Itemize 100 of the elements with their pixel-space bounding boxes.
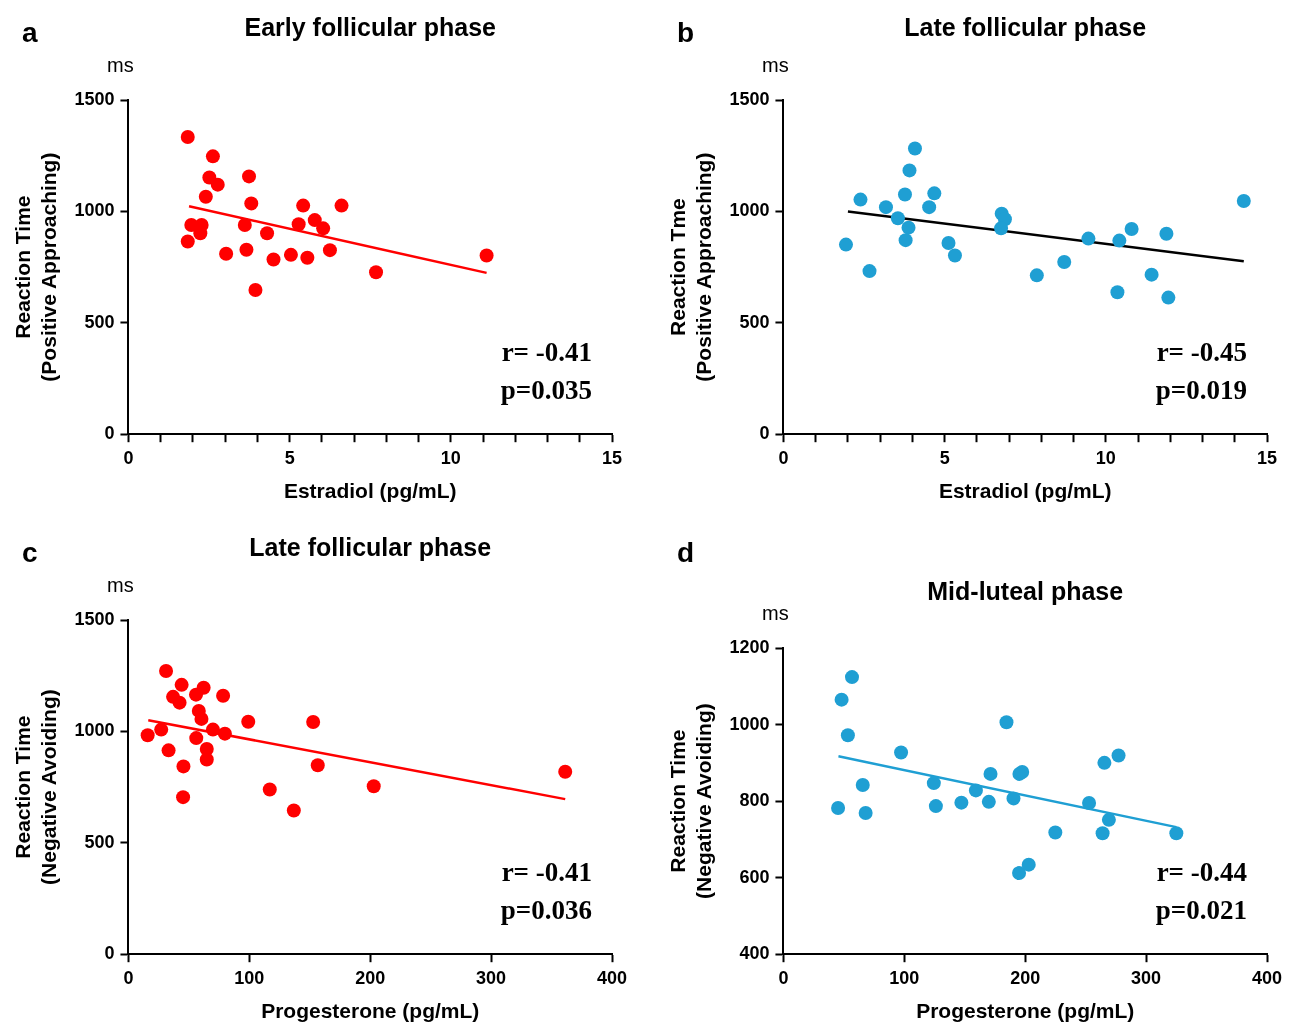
point (1095, 826, 1110, 841)
point (926, 776, 941, 791)
y-axis-title: Reaction Time (Negative Avoiding) (11, 689, 60, 885)
point (994, 221, 1009, 236)
point (237, 217, 252, 232)
point (216, 688, 231, 703)
x-tick-label: 300 (1131, 967, 1162, 988)
point (1081, 231, 1096, 246)
point (196, 680, 211, 695)
point (334, 198, 349, 213)
point (194, 711, 209, 726)
y-tick-label: 1200 (729, 636, 770, 657)
y-tick-label: 1000 (74, 200, 115, 221)
point (1124, 222, 1139, 236)
point (205, 149, 220, 164)
point (296, 198, 311, 213)
annotation: p=0.035 (500, 375, 592, 406)
point (307, 213, 322, 228)
x-tick-label: 100 (889, 967, 920, 988)
point (1006, 791, 1021, 806)
x-tick-label: 15 (601, 447, 623, 468)
point (834, 692, 849, 707)
point (369, 265, 384, 280)
x-axis-title: Progesterone (pg/mL) (916, 999, 1135, 1023)
point (300, 250, 315, 265)
point (927, 186, 942, 201)
point (283, 247, 298, 262)
y-axis-title: Reaction Time (Negative Avoiding) (666, 703, 715, 899)
point (286, 803, 301, 818)
point (210, 177, 225, 192)
point (928, 799, 943, 814)
text: b (677, 17, 695, 48)
text: ms (107, 574, 134, 596)
point (968, 783, 983, 798)
point (844, 670, 859, 685)
y-tick-label: 600 (739, 866, 770, 887)
y-tick-label: 400 (739, 943, 770, 964)
point (941, 236, 956, 251)
text: ms (107, 54, 134, 76)
point (316, 221, 331, 236)
point (172, 695, 187, 710)
y-axis-title: Reaction Tme (Positive Approaching) (666, 152, 715, 382)
point (180, 234, 195, 249)
text: ms (762, 54, 789, 76)
point (159, 664, 174, 679)
y-tick-label: 0 (104, 943, 115, 964)
point (189, 731, 204, 746)
x-tick-label: 10 (1095, 447, 1116, 468)
point (1236, 193, 1251, 208)
y-tick-label: 1000 (729, 713, 770, 734)
point (199, 752, 214, 767)
point (858, 805, 873, 820)
y-tick-label: 0 (759, 423, 770, 444)
x-tick-label: 100 (234, 967, 265, 988)
y-tick-label: 1500 (74, 608, 115, 629)
point (1159, 226, 1174, 241)
point (1029, 268, 1044, 283)
point (262, 782, 277, 797)
point (260, 226, 275, 241)
point (479, 248, 494, 263)
point (947, 248, 962, 263)
point (306, 715, 321, 730)
point (248, 283, 263, 298)
annotation: p=0.019 (1155, 375, 1247, 406)
point (161, 743, 176, 758)
point (897, 187, 912, 202)
annotation: r= -0.45 (1156, 337, 1247, 368)
x-tick-label: 10 (440, 447, 461, 468)
point (1161, 290, 1176, 305)
point (878, 200, 893, 215)
x-tick-label: 5 (939, 447, 950, 468)
annotation: r= -0.41 (501, 337, 592, 368)
y-tick-label: 1000 (74, 720, 115, 741)
x-tick-label: 200 (355, 967, 386, 988)
x-axis-title: Progesterone (pg/mL) (261, 999, 480, 1023)
point (180, 129, 195, 144)
point (217, 726, 232, 741)
point (907, 141, 922, 156)
y-tick-label: 1500 (74, 88, 115, 109)
point (176, 790, 191, 805)
point (983, 766, 998, 781)
y-tick-label: 0 (104, 423, 115, 444)
point (1097, 755, 1112, 770)
x-tick-label: 0 (123, 447, 134, 468)
point (898, 233, 913, 248)
point (291, 217, 306, 232)
x-tick-label: 15 (1256, 447, 1278, 468)
point (1144, 267, 1159, 282)
x-tick-label: 0 (123, 967, 134, 988)
y-tick-label: 1000 (729, 200, 770, 221)
point (901, 220, 916, 235)
point (239, 242, 254, 257)
point (266, 252, 281, 267)
point (855, 778, 870, 793)
point (154, 722, 169, 737)
point (902, 163, 917, 178)
point (922, 200, 937, 215)
point (1021, 857, 1036, 872)
x-tick-label: 0 (778, 447, 789, 468)
y-axis-title: Reaction Time (Positive Approaching) (11, 152, 60, 382)
